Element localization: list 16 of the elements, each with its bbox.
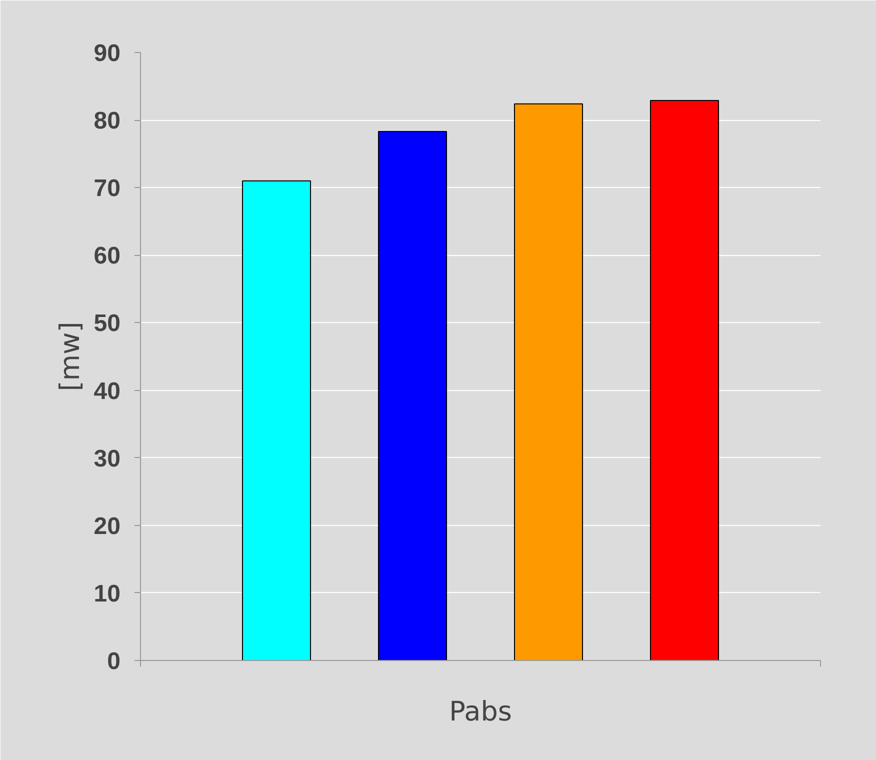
bar [514,103,583,660]
y-tick-label: 0 [107,648,121,675]
y-axis-title: [mw] [54,322,86,392]
y-tick-label: 70 [94,175,121,202]
y-tick-label: 20 [94,512,121,540]
bar [242,180,311,660]
y-tick-label: 30 [94,445,121,472]
y-tick-label: 80 [94,108,121,135]
y-tick-label: 10 [94,580,121,608]
y-tick-label: 40 [94,378,121,405]
y-tick-label: 90 [94,40,121,67]
bar [650,100,719,660]
y-tick-label: 60 [94,242,121,270]
bar [378,131,447,660]
y-tick-label: 50 [94,310,121,338]
x-axis-title: Pabs [449,696,512,728]
